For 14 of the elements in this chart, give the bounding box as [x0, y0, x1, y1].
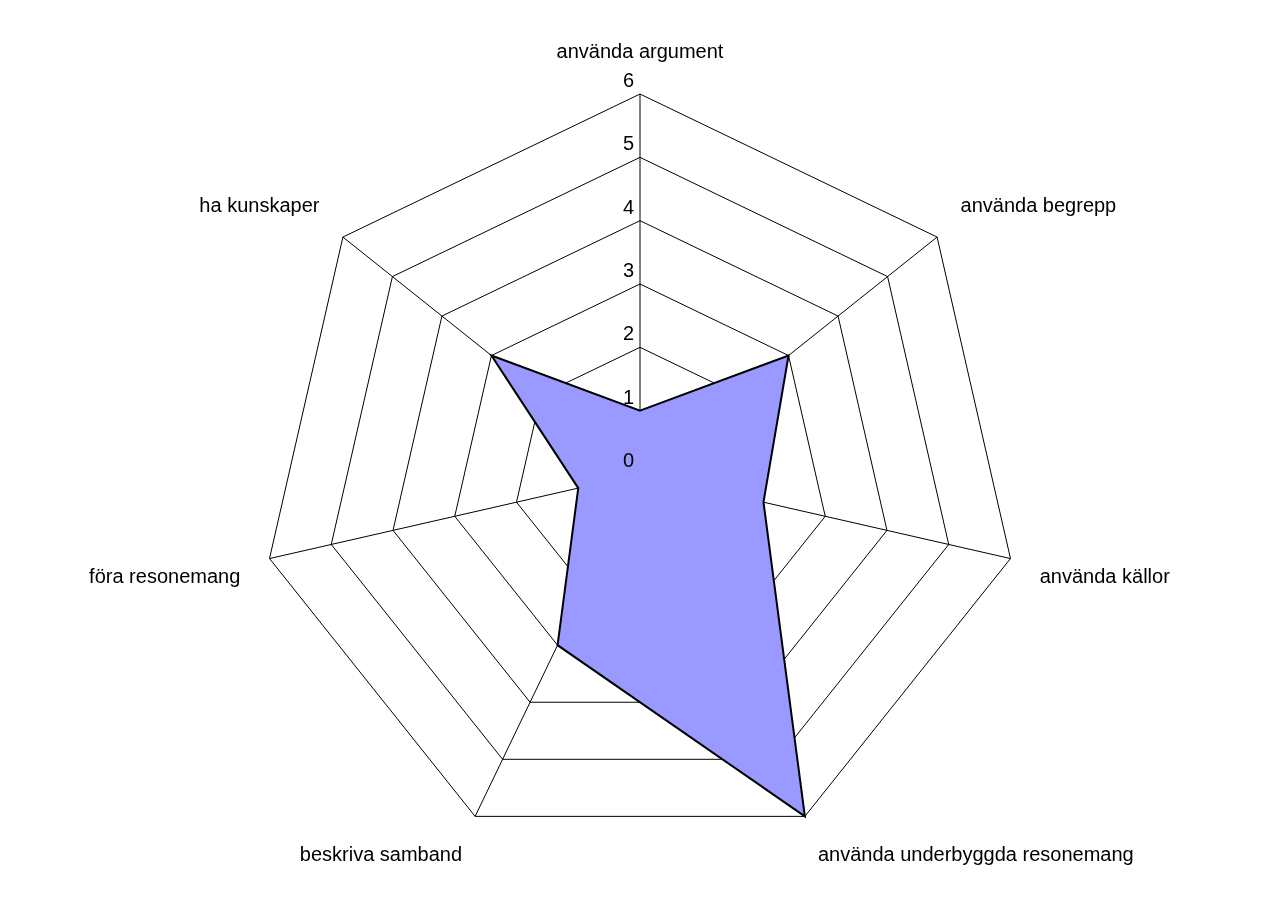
y-tick-label: 5: [622, 132, 634, 155]
spoke-label: använda källor: [1039, 564, 1171, 587]
y-tick-label: 0: [622, 449, 634, 471]
y-tick-label: 3: [622, 259, 634, 281]
y-tick-label: 2: [622, 322, 634, 345]
spoke-label: föra resonemang: [89, 564, 241, 587]
y-tick-label: 1: [622, 385, 634, 408]
y-tick-label: 6: [622, 69, 634, 91]
spoke-label: använda begrepp: [960, 193, 1117, 216]
spoke-label: använda underbyggda resonemang: [817, 842, 1134, 865]
spoke-label: använda argument: [556, 39, 724, 62]
spoke-label: beskriva samband: [299, 842, 463, 865]
spoke-label: ha kunskaper: [199, 193, 320, 216]
y-tick-label: 4: [622, 195, 634, 218]
